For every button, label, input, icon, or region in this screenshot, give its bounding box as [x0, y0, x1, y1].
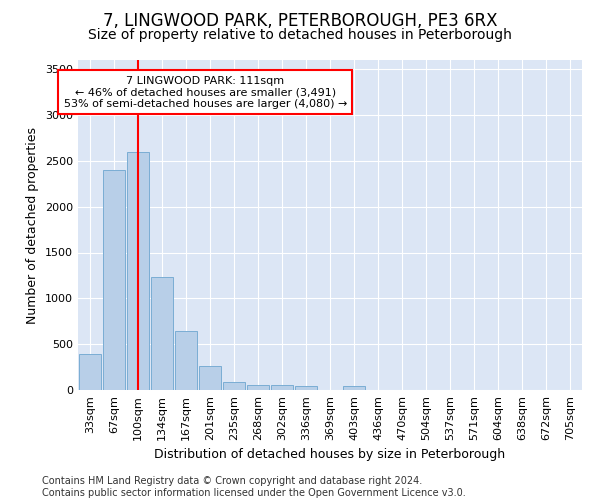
Text: Contains HM Land Registry data © Crown copyright and database right 2024.
Contai: Contains HM Land Registry data © Crown c…: [42, 476, 466, 498]
Y-axis label: Number of detached properties: Number of detached properties: [26, 126, 40, 324]
Bar: [271, 385, 293, 390]
Text: 7 LINGWOOD PARK: 111sqm
← 46% of detached houses are smaller (3,491)
53% of semi: 7 LINGWOOD PARK: 111sqm ← 46% of detache…: [64, 76, 347, 109]
Bar: [295, 386, 317, 390]
Text: 7, LINGWOOD PARK, PETERBOROUGH, PE3 6RX: 7, LINGWOOD PARK, PETERBOROUGH, PE3 6RX: [103, 12, 497, 30]
Bar: [79, 354, 101, 390]
X-axis label: Distribution of detached houses by size in Peterborough: Distribution of detached houses by size …: [154, 448, 506, 461]
Text: Size of property relative to detached houses in Peterborough: Size of property relative to detached ho…: [88, 28, 512, 42]
Bar: [247, 385, 269, 390]
Bar: [199, 366, 221, 390]
Bar: [127, 152, 149, 390]
Bar: [343, 386, 365, 390]
Bar: [175, 332, 197, 390]
Bar: [223, 382, 245, 390]
Bar: [151, 277, 173, 390]
Bar: [103, 170, 125, 390]
